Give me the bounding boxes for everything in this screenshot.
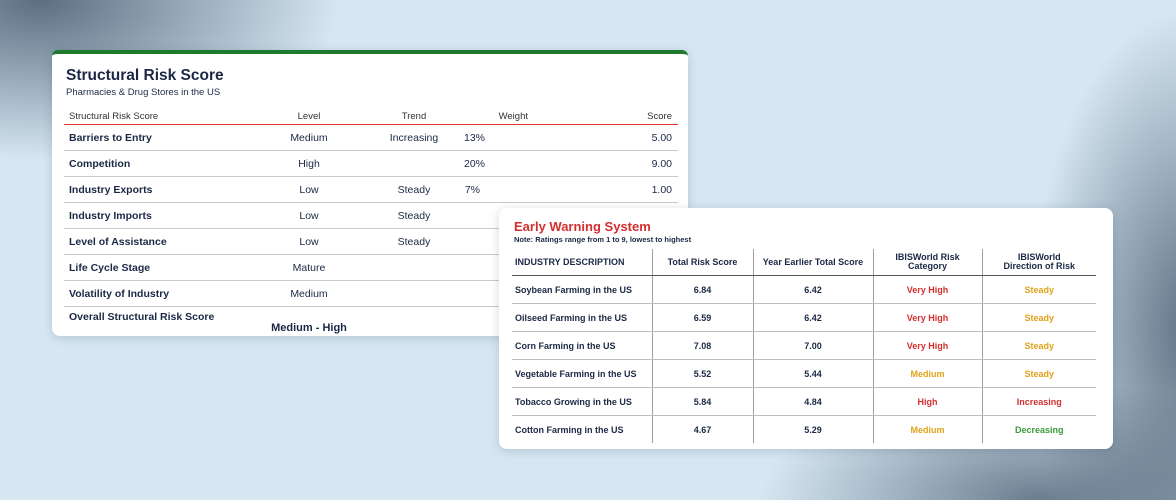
header-direction-line2: Direction of Risk [1003,261,1075,271]
factor-level: Medium [254,280,364,307]
structural-risk-row: Competition High 20% 9.00 [64,150,678,177]
factor-name: Barriers to Entry [64,124,254,151]
header-total-risk-score: Total Risk Score [651,249,753,276]
early-warning-row: Cotton Farming in the US 4.67 5.29 Medium De… [512,415,1096,443]
industry-description: Corn Farming in the US [512,331,652,360]
early-warning-table: INDUSTRY DESCRIPTION Total Risk Score Ye… [512,249,1096,443]
header-direction-of-risk: IBISWorld Direction of Risk [981,249,1096,276]
overall-score-label: Overall Structural Risk Score [69,311,215,323]
factor-level: Low [254,228,364,255]
factor-level: High [254,150,364,177]
factor-level: Low [254,202,364,229]
factor-name: Life Cycle Stage [64,254,254,281]
factor-score: 5.00 [574,124,678,151]
factor-score: 9.00 [574,150,678,177]
factor-level: Low [254,176,364,203]
year-earlier-score: 4.84 [752,387,873,416]
industry-description: Oilseed Farming in the US [512,303,652,332]
structural-risk-title: Structural Risk Score [66,67,224,84]
early-warning-header-row: INDUSTRY DESCRIPTION Total Risk Score Ye… [512,249,1096,276]
header-risk-category-line1: IBISWorld Risk [895,252,960,262]
factor-trend: Steady [364,176,464,203]
factor-trend: Steady [364,202,464,229]
direction-of-risk: Increasing [981,387,1096,416]
total-risk-score: 4.67 [651,415,753,443]
year-earlier-score: 7.00 [752,331,873,360]
header-industry-description: INDUSTRY DESCRIPTION [512,249,652,276]
header-trend: Trend [364,108,464,125]
structural-risk-row: Barriers to Entry Medium Increasing 13% 5.00 [64,124,678,151]
structural-risk-subtitle: Pharmacies & Drug Stores in the US [66,87,221,98]
factor-level: Medium [254,124,364,151]
direction-of-risk: Steady [981,331,1096,360]
header-direction-line1: IBISWorld [1017,252,1061,262]
factor-trend [364,150,464,177]
early-warning-row: Corn Farming in the US 7.08 7.00 Very High S… [512,331,1096,360]
factor-level: Mature [254,254,364,281]
overall-score-level: Medium - High [271,322,347,334]
risk-category: Medium [872,415,982,443]
early-warning-row: Soybean Farming in the US 6.84 6.42 Very Hi… [512,275,1096,304]
year-earlier-score: 5.29 [752,415,873,443]
direction-of-risk: Steady [981,359,1096,388]
factor-trend [364,280,464,307]
risk-category: Very High [872,331,982,360]
early-warning-note: Note: Ratings range from 1 to 9, lowest … [514,235,692,244]
header-risk-category: IBISWorld Risk Category [872,249,982,276]
structural-risk-header-row: Structural Risk Score Level Trend Weight… [64,108,678,125]
industry-description: Cotton Farming in the US [515,424,624,435]
factor-name: Industry Exports [64,176,254,203]
factor-trend: Increasing [364,124,464,151]
industry-description: Soybean Farming in the US [512,275,652,304]
structural-risk-row: Industry Exports Low Steady 7% 1.00 [64,176,678,203]
factor-name: Level of Assistance [64,228,254,255]
direction-of-risk: Decreasing [981,415,1096,443]
risk-category: Medium [872,359,982,388]
total-risk-score: 5.52 [651,359,753,388]
industry-description: Vegetable Farming in the US [512,359,652,388]
industry-description: Tobacco Growing in the US [512,387,652,416]
factor-trend: Steady [364,228,464,255]
header-year-earlier-score: Year Earlier Total Score [752,249,873,276]
header-level: Level [254,108,364,125]
risk-category: Very High [872,275,982,304]
factor-score: 1.00 [574,176,678,203]
factor-name: Competition [64,150,254,177]
year-earlier-score: 5.44 [752,359,873,388]
overall-empty [364,307,464,337]
early-warning-card: Early Warning System Note: Ratings range… [499,208,1113,449]
risk-category: High [872,387,982,416]
factor-trend [364,254,464,281]
total-risk-score: 6.59 [651,303,753,332]
header-structural-risk-score: Structural Risk Score [64,108,254,125]
factor-name: Industry Imports [64,202,254,229]
direction-of-risk: Steady [981,303,1096,332]
header-risk-category-line2: Category [907,261,947,271]
early-warning-row: Oilseed Farming in the US 6.59 6.42 Very Hi… [512,303,1096,332]
total-risk-score: 6.84 [651,275,753,304]
factor-weight: 13% [464,124,574,151]
factor-weight: 7% [464,176,574,203]
total-risk-score: 5.84 [651,387,753,416]
header-weight: Weight [464,108,574,125]
year-earlier-score: 6.42 [752,303,873,332]
header-score: Score [574,108,678,125]
total-risk-score: 7.08 [651,331,753,360]
early-warning-row: Tobacco Growing in the US 5.84 4.84 High Inc… [512,387,1096,416]
risk-category: Very High [872,303,982,332]
early-warning-row: Vegetable Farming in the US 5.52 5.44 Mediu… [512,359,1096,388]
early-warning-title: Early Warning System [514,219,651,234]
factor-weight: 20% [464,150,574,177]
factor-name: Volatility of Industry [64,280,254,307]
direction-of-risk: Steady [981,275,1096,304]
year-earlier-score: 6.42 [752,275,873,304]
overall-score-row: Overall Structural Risk Score Medium - Hi… [64,307,678,337]
